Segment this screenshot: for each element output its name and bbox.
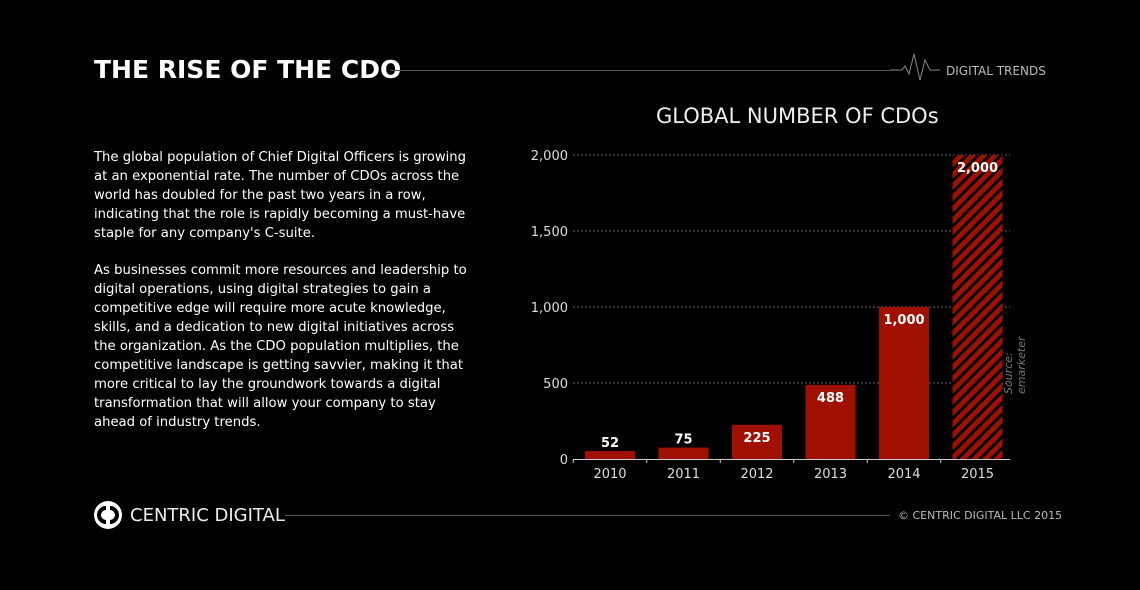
chart-title: GLOBAL NUMBER OF CDOs (656, 104, 939, 128)
x-tick-label: 2014 (887, 467, 920, 482)
paragraph: As businesses commit more resources and … (94, 263, 467, 430)
x-tick-label: 2015 (961, 467, 994, 482)
x-tick-label: 2011 (667, 467, 700, 482)
bar (879, 307, 929, 459)
bar (952, 155, 1003, 459)
data-label: 2,000 (957, 161, 998, 176)
data-label: 1,000 (883, 313, 924, 328)
page-title: THE RISE OF THE CDO (94, 55, 402, 84)
x-tick-label: 2010 (593, 467, 626, 482)
x-tick-label: 2012 (740, 467, 773, 482)
y-tick-label: 1,000 (531, 301, 568, 316)
bar (585, 451, 635, 459)
source-note: Source: emarketer (1002, 336, 1028, 395)
data-label: 225 (743, 431, 770, 446)
section-label: DIGITAL TRENDS (946, 64, 1046, 78)
data-label: 52 (601, 436, 619, 451)
data-label: 488 (817, 391, 844, 406)
y-tick-label: 500 (543, 377, 568, 392)
data-label: 75 (674, 433, 692, 448)
brand-name: CENTRIC DIGITAL (130, 504, 285, 526)
bar (805, 384, 856, 459)
header-divider (390, 70, 890, 71)
copyright: © CENTRIC DIGITAL LLC 2015 (898, 509, 1063, 522)
footer-divider (285, 515, 890, 516)
brand-logo: CENTRIC DIGITAL (94, 501, 285, 529)
body-text: The global population of Chief Digital O… (94, 148, 474, 450)
bar (732, 424, 782, 459)
centric-logo-icon (94, 501, 122, 529)
y-tick-label: 2,000 (531, 149, 568, 164)
x-tick-label: 2013 (814, 467, 847, 482)
y-tick-label: 1,500 (531, 225, 568, 240)
pulse-icon (890, 53, 940, 81)
paragraph: The global population of Chief Digital O… (94, 150, 466, 241)
bar (658, 447, 709, 459)
y-tick-label: 0 (560, 453, 568, 468)
